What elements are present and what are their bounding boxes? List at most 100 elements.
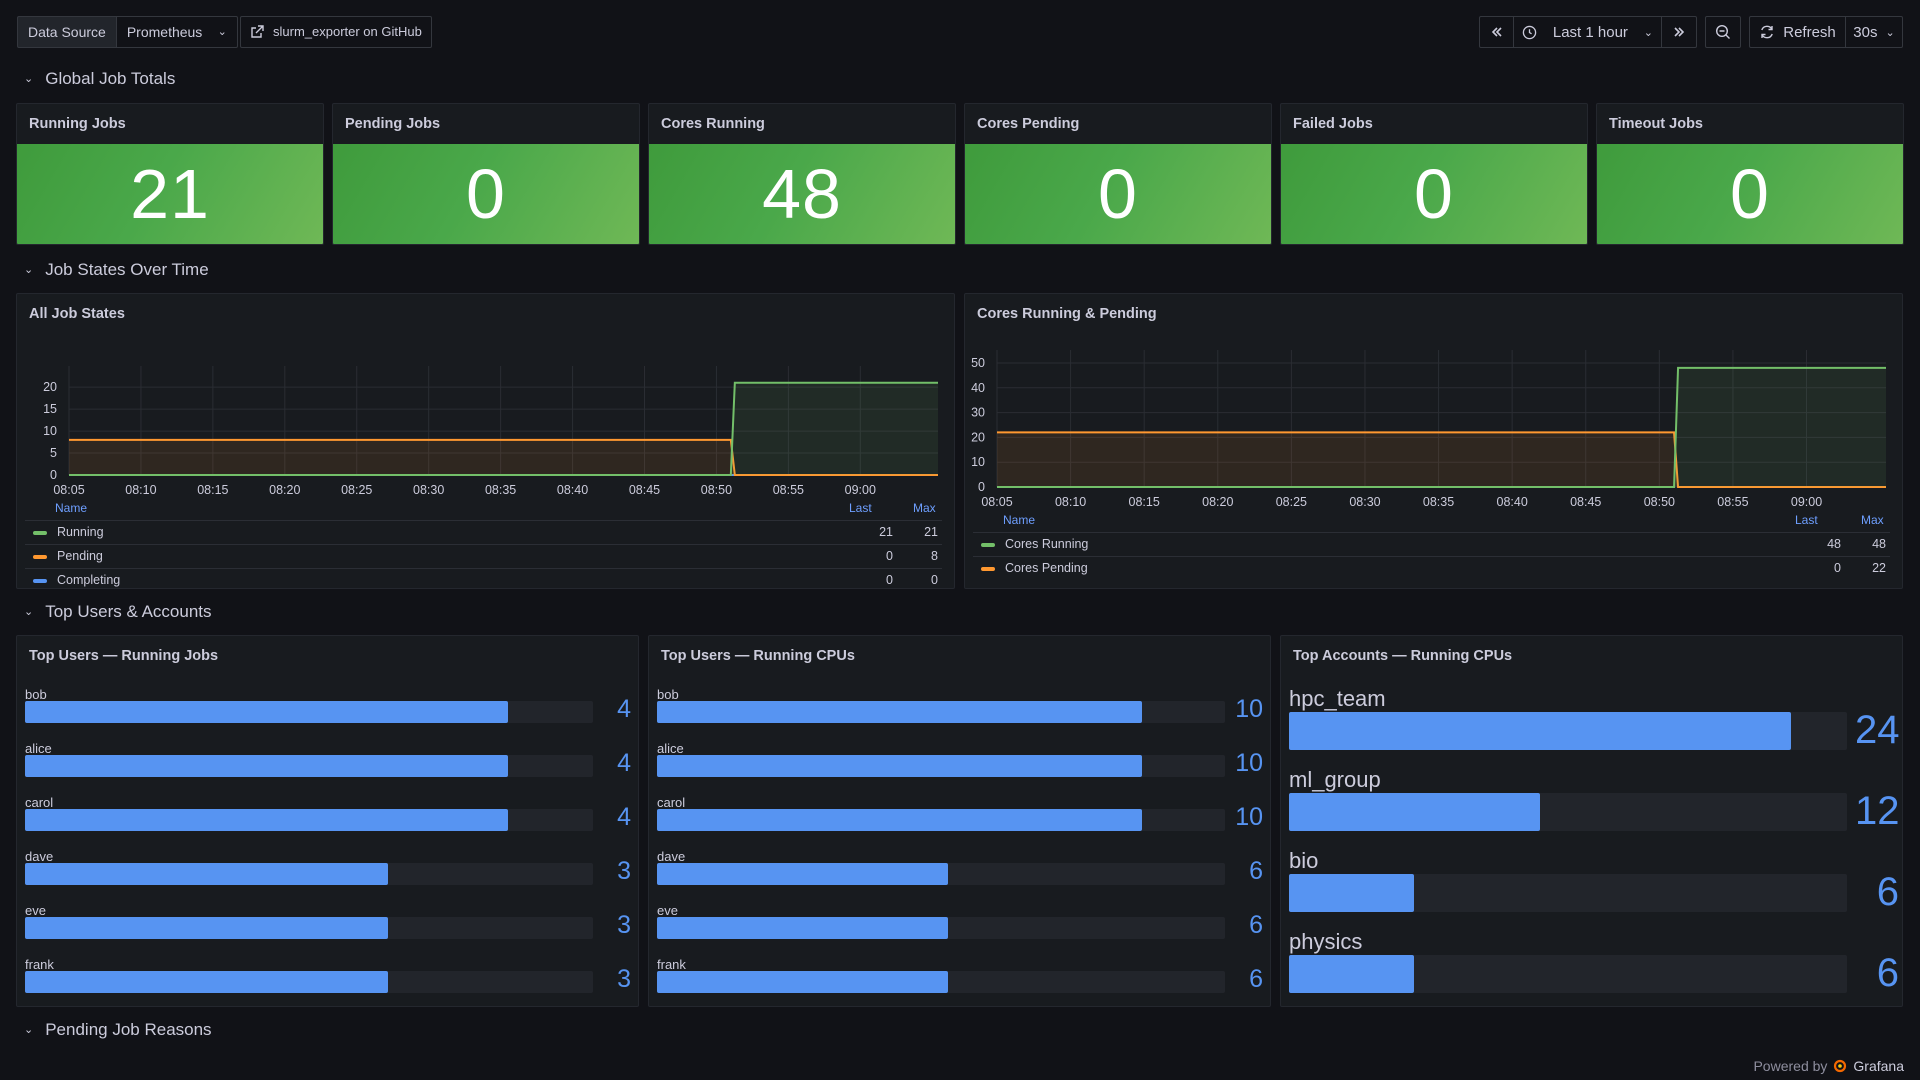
- bar-label: alice: [25, 741, 52, 756]
- series-area: [997, 432, 1886, 487]
- time-range-label: Last 1 hour: [1552, 23, 1628, 41]
- y-tick-label: 5: [50, 446, 57, 460]
- bar-label: eve: [657, 903, 678, 918]
- x-tick-label: 08:55: [773, 483, 804, 494]
- series-line[interactable]: [69, 381, 938, 476]
- x-tick-label: 08:20: [1202, 495, 1233, 506]
- legend-last-value: 48: [1827, 537, 1841, 551]
- series-line[interactable]: [69, 438, 938, 476]
- bar-fill: [25, 809, 509, 831]
- x-tick-label: 08:30: [413, 483, 444, 494]
- bar-value: 3: [617, 911, 631, 939]
- bar-label: bob: [25, 687, 47, 702]
- stat-panel: Pending Jobs 0: [332, 103, 640, 245]
- series-line[interactable]: [997, 366, 1886, 488]
- chevrons-right-icon: [1674, 27, 1685, 37]
- x-tick-label: 08:25: [1276, 495, 1307, 506]
- bar-label: frank: [657, 957, 686, 972]
- legend-series-name: Cores Running: [1005, 537, 1089, 551]
- time-shift-back-button[interactable]: [1480, 17, 1514, 47]
- stat-panel: Cores Pending 0: [964, 103, 1272, 245]
- chevron-down-icon: ⌄: [217, 26, 227, 38]
- panel-cores-running-pending: Cores Running & Pending 0 10 20 30 40 50 08:05…: [964, 293, 1903, 589]
- bar-track: [25, 863, 593, 885]
- stat-panel: Timeout Jobs 0: [1596, 103, 1904, 245]
- refresh-button[interactable]: Refresh: [1750, 17, 1846, 47]
- series-line[interactable]: [997, 431, 1886, 488]
- row-pending-job-reasons[interactable]: ⌄ Pending Job Reasons: [24, 1020, 212, 1040]
- powered-by-footer[interactable]: Powered by Grafana: [1753, 1058, 1904, 1074]
- y-tick-label: 0: [50, 468, 57, 482]
- x-tick-label: 08:15: [1129, 495, 1160, 506]
- bar-value: 4: [617, 695, 631, 723]
- bar-label: frank: [25, 957, 54, 972]
- stat-body: 0: [1597, 144, 1903, 244]
- bar-fill: [25, 863, 388, 885]
- datasource-select[interactable]: Prometheus ⌄: [115, 16, 238, 48]
- bar-track: [25, 755, 593, 777]
- bar-track: [25, 971, 593, 993]
- cores-chart[interactable]: 0 10 20 30 40 50 08:05 08:10 08:15 08:20 08:25 08:3…: [965, 294, 1903, 506]
- bar-fill: [657, 755, 1143, 777]
- job-states-chart[interactable]: 0 5 10 15 20 08:05 08:10 08:15 08:20 08:25 08:30 08…: [17, 294, 955, 494]
- row-title-label: Pending Job Reasons: [45, 1020, 212, 1039]
- y-tick-label: 50: [971, 356, 985, 370]
- dashboard-toolbar: Data Source Prometheus ⌄ slurm_exporter …: [17, 16, 1903, 48]
- legend-item[interactable]: Pending 0 8: [25, 544, 942, 568]
- bar-value: 10: [1235, 803, 1263, 831]
- legend-header-last: Last: [1795, 513, 1818, 527]
- row-top-users-accounts[interactable]: ⌄ Top Users & Accounts: [24, 602, 212, 622]
- panel-all-job-states: All Job States 0 5 10 15 20 08:05 08:10 08:15 08…: [16, 293, 955, 589]
- github-link-button[interactable]: slurm_exporter on GitHub: [240, 16, 432, 48]
- bar-label: dave: [25, 849, 54, 864]
- zoom-out-button[interactable]: [1706, 17, 1740, 47]
- bar-track: [25, 809, 593, 831]
- legend-item[interactable]: Completing 0 0: [25, 568, 942, 588]
- stat-value: 0: [466, 155, 506, 233]
- x-tick-label: 08:05: [981, 495, 1012, 506]
- stat-value: 0: [1730, 155, 1770, 233]
- powered-by-label: Powered by: [1753, 1058, 1828, 1074]
- x-tick-label: 08:10: [125, 483, 156, 494]
- bar-value: 6: [1876, 951, 1899, 995]
- stat-panel: Running Jobs 21: [16, 103, 324, 245]
- row-job-states-over-time[interactable]: ⌄ Job States Over Time: [24, 260, 209, 280]
- bar-fill: [1289, 955, 1415, 993]
- y-tick-label: 30: [971, 406, 985, 420]
- bar-value: 4: [617, 803, 631, 831]
- row-global-job-totals[interactable]: ⌄ Global Job Totals: [24, 69, 175, 89]
- bar-track: [25, 701, 593, 723]
- refresh-label: Refresh: [1783, 23, 1836, 41]
- bar-label: carol: [25, 795, 54, 810]
- datasource-value: Prometheus: [126, 24, 203, 40]
- legend-series-name: Pending: [57, 549, 103, 563]
- legend-item[interactable]: Running 21 21: [25, 520, 942, 544]
- refresh-interval-select[interactable]: 30s ⌄: [1846, 17, 1902, 47]
- legend-item[interactable]: Cores Pending 0 22: [973, 556, 1890, 580]
- legend-header-max: Max: [913, 501, 936, 515]
- bar-track: [25, 917, 593, 939]
- grafana-brand: Grafana: [1853, 1058, 1904, 1074]
- y-tick-label: 20: [43, 380, 57, 394]
- y-tick-label: 15: [43, 402, 57, 416]
- time-range-picker[interactable]: Last 1 hour ⌄: [1514, 17, 1662, 47]
- legend-last-value: 21: [879, 525, 893, 539]
- bar-track: [1289, 712, 1847, 750]
- chevron-down-icon: ⌄: [1643, 26, 1653, 39]
- bar-value: 12: [1855, 789, 1900, 833]
- legend-series-name: Completing: [57, 573, 121, 587]
- panel-title: Cores Pending: [977, 116, 1080, 132]
- x-tick-label: 08:15: [197, 483, 228, 494]
- panel-title: Failed Jobs: [1293, 116, 1373, 132]
- bar-fill: [1289, 712, 1791, 750]
- panel-title: Cores Running & Pending: [977, 306, 1157, 322]
- time-shift-forward-button[interactable]: [1662, 17, 1696, 47]
- legend-max-value: 48: [1872, 537, 1886, 551]
- legend-swatch: [33, 579, 47, 583]
- stat-panel: Failed Jobs 0: [1280, 103, 1588, 245]
- legend-item[interactable]: Cores Running 48 48: [973, 532, 1890, 556]
- legend-swatch: [981, 543, 995, 547]
- bar-label: alice: [657, 741, 684, 756]
- legend-header-last: Last: [849, 501, 872, 515]
- panel-title: Pending Jobs: [345, 116, 441, 132]
